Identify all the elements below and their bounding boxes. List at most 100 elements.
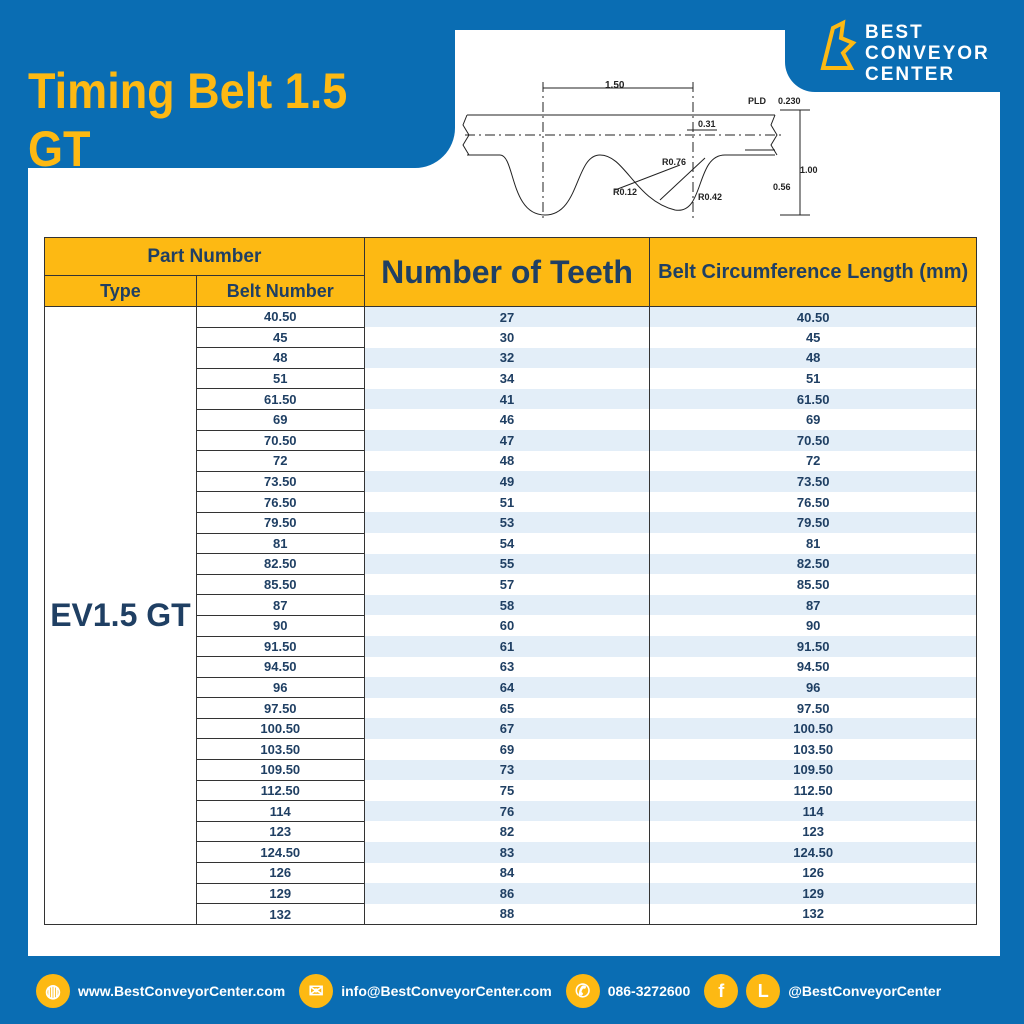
teeth-cell: 61: [363, 636, 651, 657]
table-row: 51 34 51: [45, 367, 977, 390]
circumference-cell: 132: [649, 903, 977, 925]
belt-number-cell: 69: [195, 408, 365, 431]
table-row: 114 76 114: [45, 800, 977, 822]
belt-number-cell: 76.50: [195, 491, 365, 513]
teeth-cell: 53: [363, 512, 651, 534]
teeth-cell: 30: [363, 327, 651, 348]
belt-number-cell: 123: [195, 820, 365, 843]
table-row: 123 82 123: [45, 820, 977, 843]
teeth-cell: 32: [363, 347, 651, 369]
social-handle[interactable]: @BestConveyorCenter: [788, 983, 942, 999]
belt-number-cell: 70.50: [195, 429, 365, 452]
phone-number[interactable]: 086-3272600: [607, 983, 691, 999]
circumference-cell: 94.50: [649, 656, 977, 678]
circumference-cell: 70.50: [649, 430, 977, 451]
belt-number-cell: 82.50: [195, 553, 365, 575]
belt-number-cell: 97.50: [195, 697, 365, 719]
circumference-cell: 124.50: [649, 841, 977, 863]
circumference-cell: 73.50: [649, 471, 977, 492]
circumference-cell: 81: [649, 533, 977, 554]
facebook-icon[interactable]: f: [704, 974, 739, 1008]
header-belt-number: Belt Number: [195, 275, 365, 307]
circumference-cell: 129: [649, 883, 977, 904]
belt-number-cell: 87: [195, 594, 365, 616]
circumference-cell: 123: [649, 821, 977, 842]
teeth-cell: 58: [363, 594, 651, 616]
belt-number-cell: 96: [195, 676, 365, 699]
teeth-cell: 69: [363, 738, 651, 760]
teeth-cell: 54: [363, 533, 651, 554]
table-row: 112.50 75 112.50: [45, 779, 977, 802]
belt-number-cell: 129: [195, 882, 365, 905]
teeth-cell: 86: [363, 883, 651, 904]
header-part-number: Part Number: [44, 237, 365, 276]
circumference-cell: 79.50: [649, 512, 977, 534]
teeth-cell: 34: [363, 368, 651, 389]
page-title: Timing Belt 1.5 GT: [28, 63, 348, 177]
belt-number-cell: 48: [195, 347, 365, 369]
belt-number-cell: 114: [195, 800, 365, 822]
table-row: 90 60 90: [45, 614, 977, 637]
header-circumference: Belt Circumference Length (mm): [649, 237, 977, 307]
circumference-cell: 48: [649, 347, 977, 369]
circumference-cell: 126: [649, 862, 977, 884]
belt-number-cell: 132: [195, 903, 365, 925]
belt-number-cell: 72: [195, 450, 365, 472]
belt-number-cell: 124.50: [195, 841, 365, 864]
teeth-cell: 27: [363, 306, 651, 328]
table-row: 129 86 129: [45, 882, 977, 905]
table-row: 126 84 126: [45, 862, 977, 884]
belt-number-cell: 91.50: [195, 635, 365, 658]
table-row: 72 48 72: [45, 450, 977, 472]
teeth-cell: 47: [363, 430, 651, 451]
teeth-cell: 88: [363, 903, 651, 925]
svg-text:0.56: 0.56: [773, 182, 791, 192]
table-row: 61.50 41 61.50: [45, 388, 977, 410]
svg-text:1.50: 1.50: [605, 80, 625, 91]
table-row: 82.50 55 82.50: [45, 553, 977, 575]
title-banner: Timing Belt 1.5 GT: [0, 0, 455, 177]
table-row: 109.50 73 109.50: [45, 759, 977, 781]
circumference-cell: 100.50: [649, 718, 977, 739]
table-row: 100.50 67 100.50: [45, 717, 977, 740]
belt-number-cell: 73.50: [195, 470, 365, 493]
phone-icon: ✆: [565, 974, 600, 1008]
circumference-cell: 76.50: [649, 491, 977, 513]
table-row: 79.50 53 79.50: [45, 511, 977, 534]
teeth-cell: 49: [363, 471, 651, 492]
circumference-cell: 90: [649, 615, 977, 636]
belt-number-cell: 109.50: [195, 759, 365, 781]
teeth-cell: 76: [363, 800, 651, 822]
header-type: Type: [44, 275, 197, 307]
teeth-cell: 46: [363, 409, 651, 431]
website-link[interactable]: www.BestConveyorCenter.com: [78, 983, 286, 999]
table-row: 69 46 69: [45, 408, 977, 431]
belt-number-cell: 79.50: [195, 511, 365, 534]
table-row: 81 54 81: [45, 532, 977, 555]
table-row: 48 32 48: [45, 347, 977, 369]
belt-profile-diagram: 1.50 PLD 0.230 0.31 R0.76 R0.12 R0.42 1.…: [462, 80, 818, 220]
logo-text: BEST CONVEYOR CENTER: [865, 22, 990, 85]
table-row: 85.50 57 85.50: [45, 573, 977, 596]
svg-text:PLD: PLD: [748, 96, 767, 106]
belt-number-cell: 61.50: [195, 388, 365, 410]
teeth-cell: 67: [363, 718, 651, 739]
teeth-cell: 83: [363, 841, 651, 863]
belt-number-cell: 90: [195, 614, 365, 637]
line-icon[interactable]: L: [746, 974, 781, 1008]
email-link[interactable]: info@BestConveyorCenter.com: [341, 983, 552, 999]
circumference-cell: 87: [649, 594, 977, 616]
teeth-cell: 55: [363, 553, 651, 575]
svg-text:R0.12: R0.12: [613, 187, 637, 197]
circumference-cell: 82.50: [649, 553, 977, 575]
table-row: 103.50 69 103.50: [45, 738, 977, 761]
circumference-cell: 51: [649, 368, 977, 389]
teeth-cell: 64: [363, 677, 651, 698]
circumference-cell: 45: [649, 327, 977, 348]
teeth-cell: 48: [363, 450, 651, 472]
globe-icon: ◍: [36, 974, 70, 1008]
belt-number-cell: 103.50: [195, 738, 365, 761]
circumference-cell: 69: [649, 409, 977, 431]
teeth-cell: 41: [363, 388, 651, 410]
svg-text:0.31: 0.31: [698, 119, 716, 129]
